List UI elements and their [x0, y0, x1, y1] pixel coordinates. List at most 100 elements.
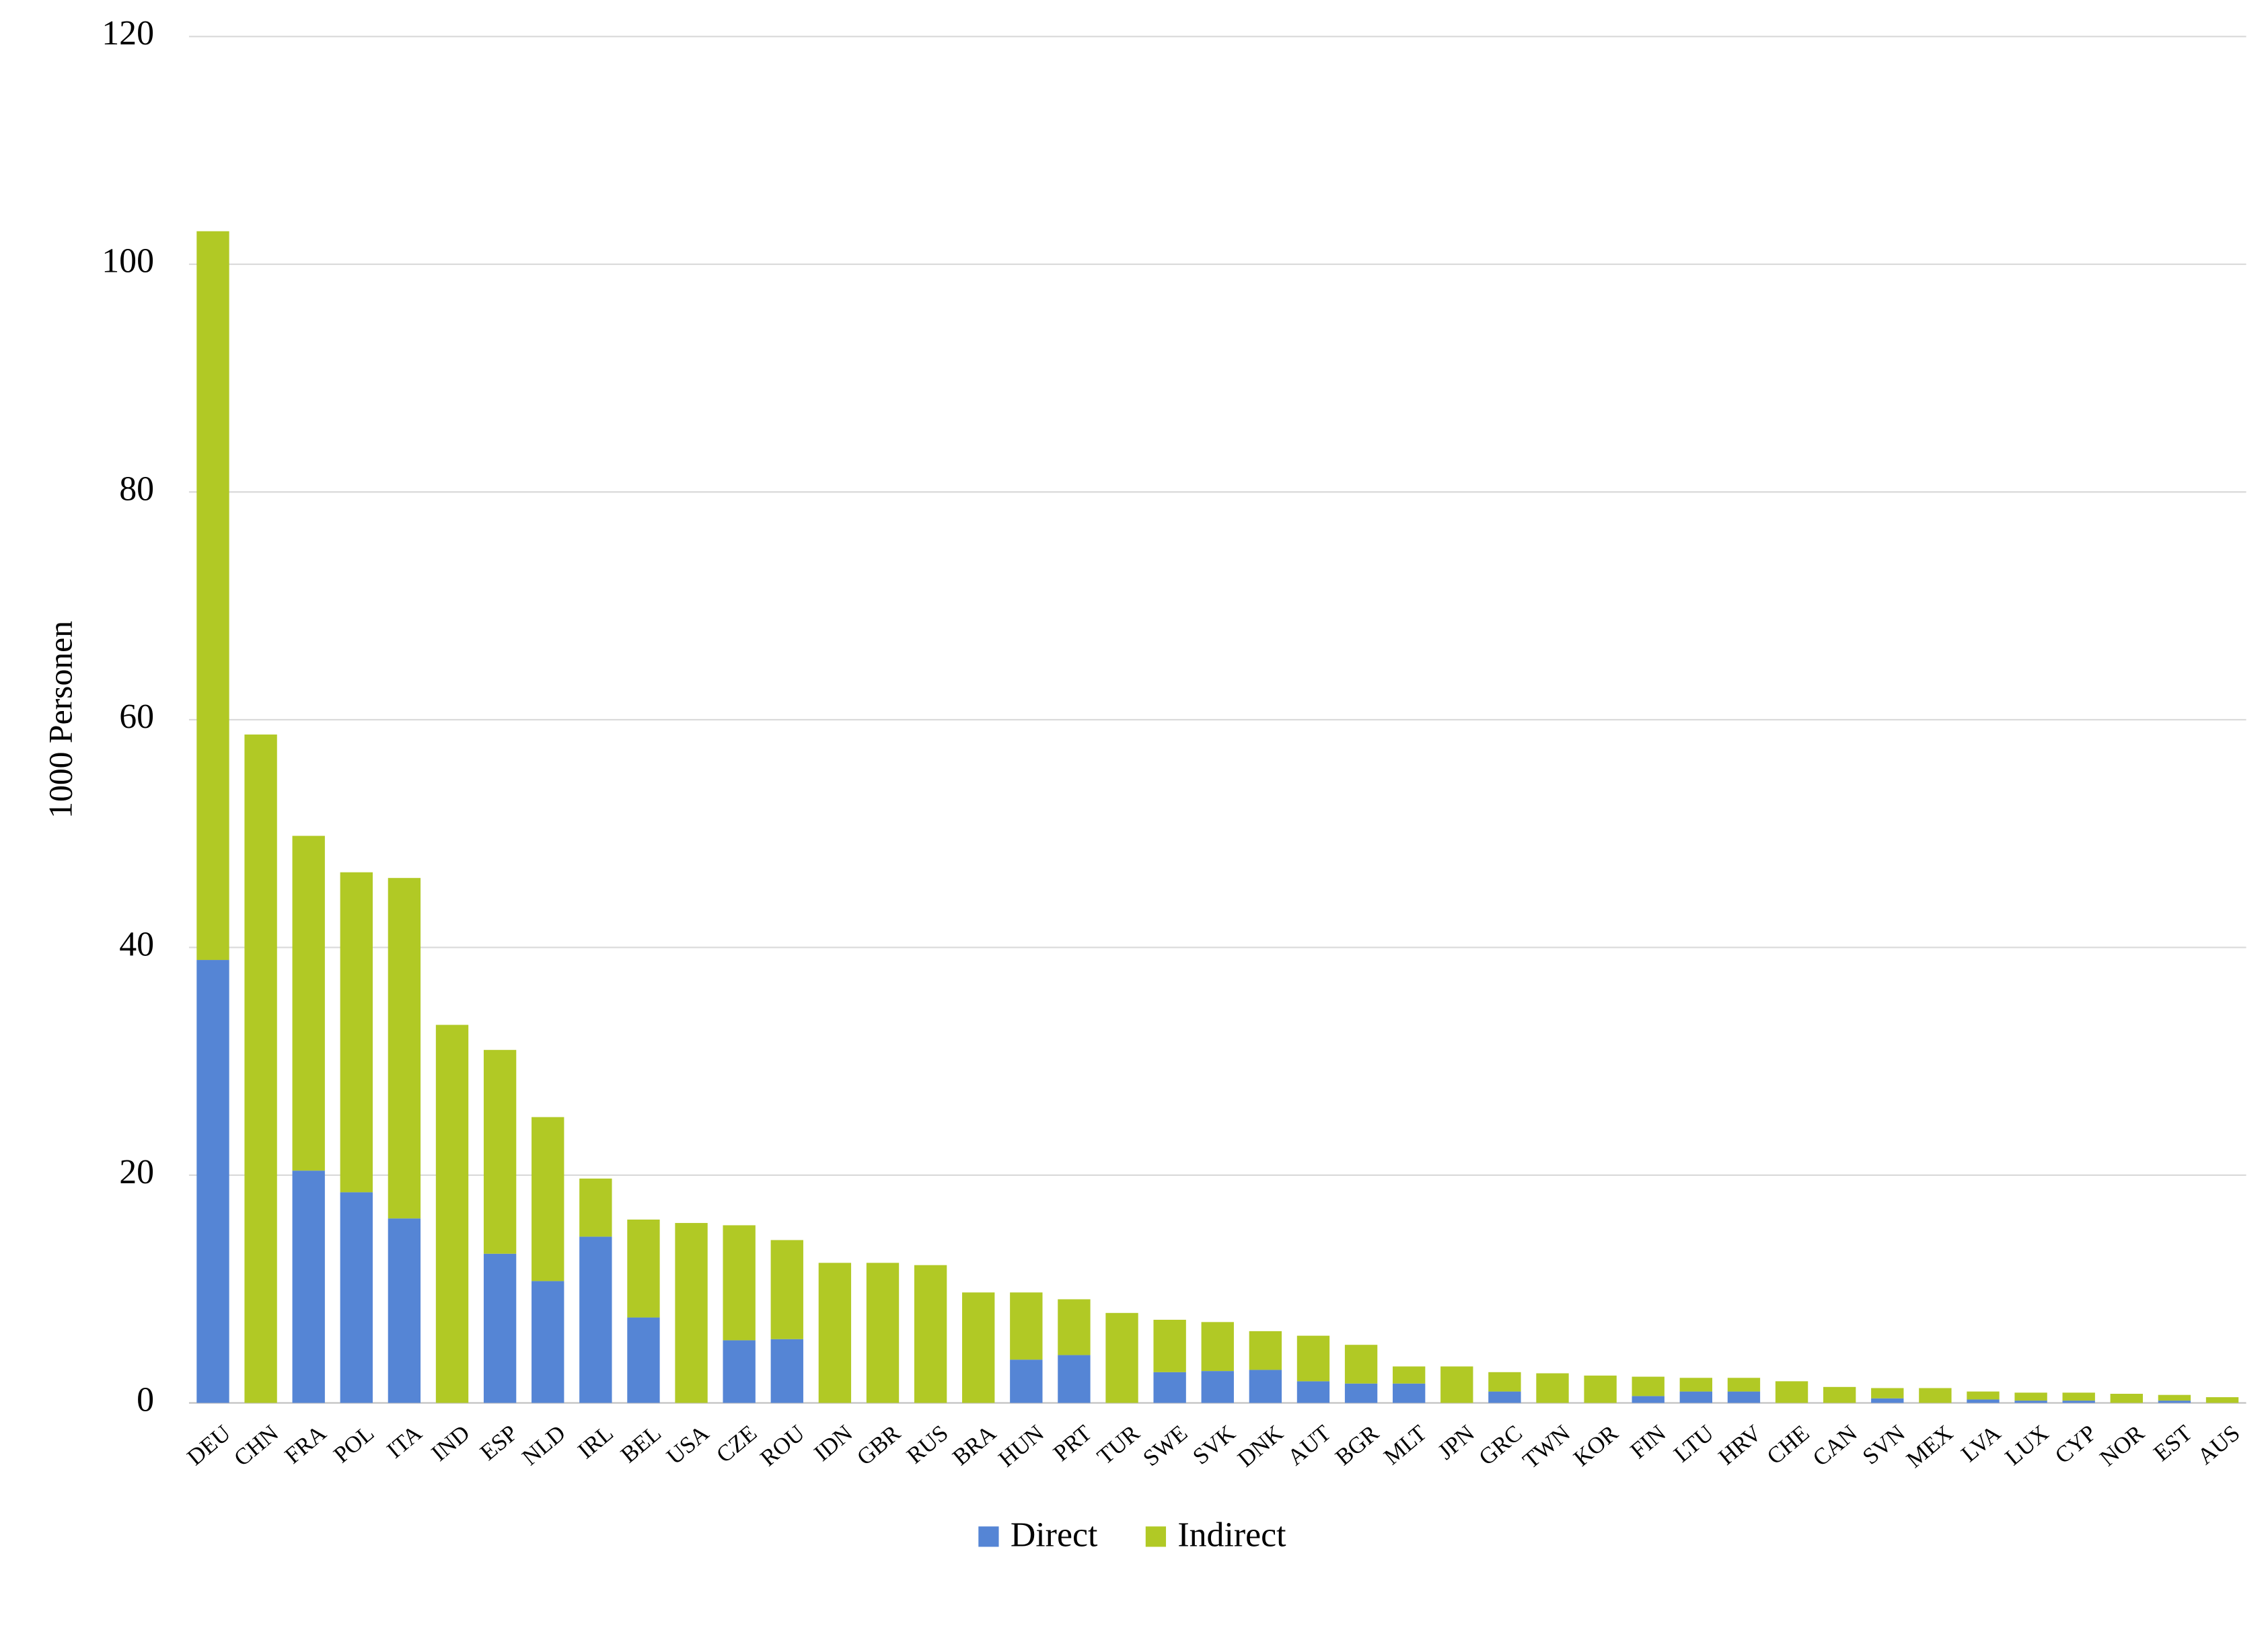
- x-tick-label: HRV: [1714, 1420, 1766, 1470]
- x-tick-label: LVA: [1956, 1420, 2006, 1467]
- y-tick-label: 100: [102, 242, 154, 281]
- bar-segment: [292, 1170, 325, 1403]
- x-tick-label: LUX: [2000, 1420, 2053, 1470]
- x-tick-label: CHE: [1762, 1420, 1814, 1470]
- bar-segment: [483, 1049, 517, 1254]
- bar-segment: [1488, 1372, 1521, 1392]
- x-tick-label: NLD: [517, 1420, 571, 1470]
- bar-segment: [2014, 1392, 2047, 1401]
- x-tick-label: IND: [427, 1420, 474, 1466]
- x-tick-label: USA: [662, 1420, 714, 1470]
- legend-swatch: [1145, 1526, 1167, 1547]
- bar-segment: [1296, 1381, 1330, 1403]
- x-tick-label: BEL: [616, 1420, 666, 1468]
- x-tick-label: RUS: [902, 1420, 953, 1468]
- bar-segment: [1010, 1292, 1043, 1360]
- x-tick-label: ITA: [382, 1420, 427, 1463]
- x-tick-label: HUN: [994, 1420, 1049, 1472]
- bar-segment: [2158, 1394, 2191, 1401]
- x-tick-label: MLT: [1379, 1420, 1432, 1470]
- bar-segment: [2110, 1393, 2143, 1403]
- bar-segment: [2062, 1392, 2095, 1401]
- bar-segment: [1058, 1299, 1091, 1355]
- bar-segment: [435, 1024, 469, 1403]
- x-tick-label: DEU: [182, 1420, 235, 1470]
- x-tick-label: GRC: [1474, 1420, 1527, 1470]
- x-tick-label: MEX: [1902, 1420, 1958, 1473]
- bar-segment: [388, 878, 421, 1219]
- x-tick-label: TWN: [1518, 1420, 1575, 1474]
- bar-segment: [196, 960, 229, 1403]
- x-tick-label: AUS: [2193, 1420, 2244, 1470]
- x-tick-label: SVN: [1858, 1420, 1909, 1470]
- bar-segment: [2158, 1401, 2191, 1403]
- bar-segment: [1871, 1388, 1904, 1399]
- bar-segment: [1153, 1319, 1186, 1372]
- bar-segment: [340, 1192, 373, 1403]
- x-tick-label: AUT: [1283, 1420, 1336, 1470]
- bar-segment: [1632, 1376, 1665, 1396]
- bar-segment: [1296, 1335, 1330, 1382]
- bar-segment: [196, 231, 229, 961]
- x-tick-label: GBR: [852, 1420, 906, 1470]
- x-tick-label: KOR: [1569, 1420, 1623, 1471]
- bar-segment: [1249, 1331, 1282, 1370]
- x-tick-label: FIN: [1625, 1420, 1671, 1464]
- bar-segment: [723, 1340, 756, 1403]
- bar-segment: [1679, 1378, 1713, 1392]
- x-tick-label: CAN: [1808, 1420, 1862, 1471]
- x-tick-label: EST: [2149, 1420, 2197, 1466]
- bar-segment: [1201, 1371, 1234, 1403]
- y-axis-title: 1000 Personen: [42, 621, 79, 819]
- bar-segment: [1679, 1391, 1713, 1403]
- bar-segment: [627, 1219, 660, 1318]
- bar-segment: [1344, 1383, 1378, 1403]
- x-tick-label: DNK: [1233, 1420, 1288, 1472]
- bar-segment: [1344, 1345, 1378, 1384]
- bar-segment: [2062, 1401, 2095, 1403]
- bar-segment: [1058, 1355, 1091, 1403]
- y-tick-label: 80: [119, 470, 154, 508]
- bar-segment: [1727, 1391, 1761, 1403]
- bar-segment: [1536, 1373, 1569, 1403]
- y-tick-label: 0: [137, 1380, 154, 1419]
- legend-label: Indirect: [1177, 1516, 1286, 1554]
- bar-segment: [244, 734, 277, 1403]
- y-tick-label: 60: [119, 698, 154, 736]
- x-tick-label: ESP: [476, 1420, 523, 1465]
- x-tick-label: IRL: [573, 1420, 618, 1464]
- bar-segment: [770, 1339, 803, 1403]
- legend-label: Direct: [1011, 1516, 1098, 1554]
- bar-segment: [2205, 1397, 2239, 1403]
- bar-segment: [1967, 1399, 2000, 1403]
- bar-segment: [388, 1218, 421, 1403]
- x-tick-label: JPN: [1433, 1420, 1479, 1464]
- bar-segment: [1249, 1370, 1282, 1403]
- x-tick-label: NOR: [2095, 1420, 2149, 1471]
- y-tick-label: 20: [119, 1153, 154, 1191]
- bar-segment: [1393, 1366, 1426, 1384]
- x-tick-label: LTU: [1669, 1420, 1718, 1467]
- bar-segment: [962, 1292, 995, 1403]
- bar-segment: [866, 1263, 900, 1403]
- x-tick-label: IDN: [809, 1420, 858, 1466]
- x-tick-label: TUR: [1093, 1420, 1144, 1470]
- bar-segment: [579, 1179, 612, 1237]
- bar-segment: [1153, 1372, 1186, 1403]
- y-tick-label: 40: [119, 925, 154, 963]
- bar-segment: [292, 835, 325, 1171]
- bar-segment: [1823, 1386, 1856, 1403]
- x-tick-label: CHN: [229, 1420, 283, 1471]
- bar-segment: [675, 1223, 708, 1403]
- x-tick-label: SWE: [1138, 1420, 1192, 1471]
- bar-segment: [723, 1225, 756, 1341]
- bar-segment: [1393, 1383, 1426, 1403]
- x-tick-label: POL: [329, 1420, 379, 1468]
- bar-segment: [818, 1263, 852, 1403]
- bar-segment: [770, 1240, 803, 1339]
- bar-segment: [914, 1265, 947, 1403]
- x-tick-label: BRA: [948, 1420, 1001, 1470]
- x-tick-label: CZE: [712, 1420, 762, 1468]
